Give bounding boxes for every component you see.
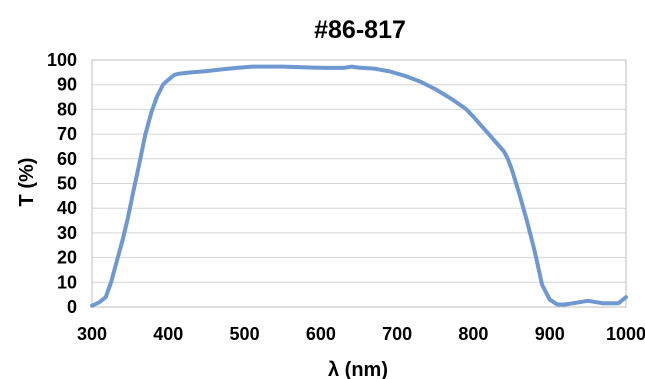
series-group xyxy=(90,64,628,308)
y-tick-label-100: 100 xyxy=(47,50,77,70)
x-axis-tick-labels: 300 400 500 600 700 800 900 1000 xyxy=(77,324,645,344)
x-tick-label-900: 900 xyxy=(535,324,565,344)
x-tick-label-700: 700 xyxy=(382,324,412,344)
grid-lines xyxy=(92,59,626,308)
x-tick-label-600: 600 xyxy=(306,324,336,344)
x-tick-label-800: 800 xyxy=(458,324,488,344)
y-tick-label-10: 10 xyxy=(57,272,77,292)
y-tick-label-60: 60 xyxy=(57,149,77,169)
x-tick-label-400: 400 xyxy=(153,324,183,344)
x-axis-title: λ (nm) xyxy=(328,359,388,379)
y-tick-label-80: 80 xyxy=(57,99,77,119)
x-tick-label-500: 500 xyxy=(230,324,260,344)
chart-title: #86-817 xyxy=(314,16,406,44)
x-tick-label-300: 300 xyxy=(77,324,107,344)
x-tick-label-1000: 1000 xyxy=(606,324,645,344)
y-tick-label-40: 40 xyxy=(57,198,77,218)
y-tick-label-90: 90 xyxy=(57,75,77,95)
y-tick-label-50: 50 xyxy=(57,174,77,194)
y-tick-label-0: 0 xyxy=(67,297,77,317)
y-axis-tick-labels: 0 10 20 30 40 50 60 70 80 90 100 xyxy=(47,50,77,317)
y-tick-label-20: 20 xyxy=(57,248,77,268)
transmission-line-series-0 xyxy=(90,64,628,308)
y-axis-title: T (%) xyxy=(16,158,38,207)
y-tick-label-30: 30 xyxy=(57,223,77,243)
y-tick-label-70: 70 xyxy=(57,124,77,144)
plot-area xyxy=(91,59,627,308)
